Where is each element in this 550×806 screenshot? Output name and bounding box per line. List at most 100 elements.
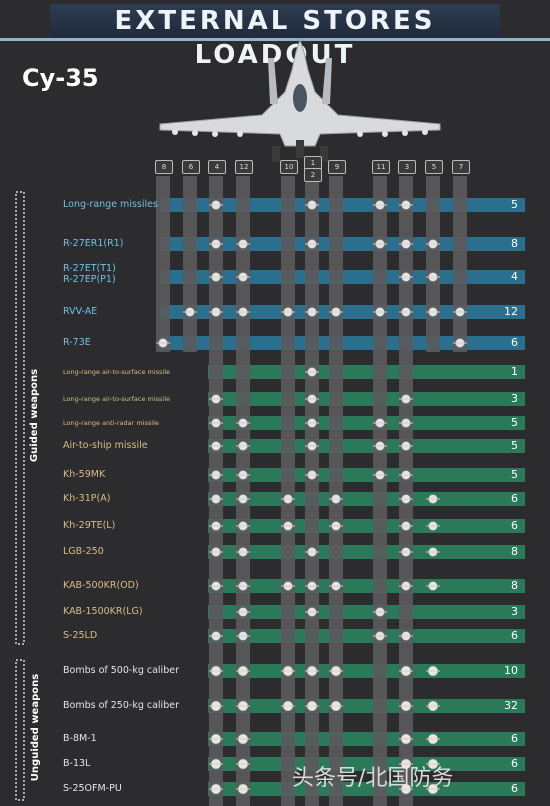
pylon-column [305,182,319,806]
store-mark-icon [236,607,250,617]
store-mark-icon [305,367,319,377]
store-mark-icon [373,239,387,249]
store-mark-icon [305,470,319,480]
pylon-number-badge: 11 [372,160,390,174]
store-mark-icon [305,607,319,617]
store-mark-icon [426,581,440,591]
store-mark-icon [305,581,319,591]
store-mark-icon [305,441,319,451]
store-mark-icon [209,733,223,745]
weapon-label: Long-range anti-radar missile [63,419,159,427]
weapon-count: 5 [511,198,518,211]
weapon-count: 6 [511,519,518,532]
weapon-row-bar [208,365,525,379]
store-mark-icon [209,470,223,480]
store-mark-icon [281,665,295,677]
store-mark-icon [209,783,223,795]
pylon-column [281,176,295,806]
pylon-column [209,176,223,806]
weapon-row-bar [208,416,525,430]
store-mark-icon [399,631,413,641]
store-mark-icon [399,733,413,745]
store-mark-icon [426,733,440,745]
store-mark-icon [329,700,343,712]
store-mark-icon [329,307,343,317]
store-mark-icon [236,239,250,249]
weapon-row-bar [208,605,525,619]
weapon-count: 4 [511,270,518,283]
store-mark-icon [399,700,413,712]
store-mark-icon [399,307,413,317]
weapon-count: 6 [511,782,518,795]
store-mark-icon [236,470,250,480]
pylon-column [426,176,440,352]
store-mark-icon [281,494,295,504]
store-mark-icon [426,239,440,249]
weapon-count: 5 [511,416,518,429]
store-mark-icon [236,307,250,317]
store-mark-icon [209,581,223,591]
store-mark-icon [399,272,413,282]
store-mark-icon [236,665,250,677]
pylon-number-badge: 12 [235,160,253,174]
store-mark-icon [399,581,413,591]
weapon-label: KAB-500KR(OD) [63,580,139,591]
store-mark-icon [305,394,319,404]
weapon-label: R-73E [63,337,91,348]
store-mark-icon [236,441,250,451]
pylon-number-badge: 4 [208,160,226,174]
aircraft-illustration-icon [159,38,441,162]
weapon-label: LGB-250 [63,546,104,557]
group-label-unguided: Unguided weapons [30,673,42,782]
store-mark-icon [399,758,413,770]
store-mark-icon [209,631,223,641]
store-mark-icon [373,631,387,641]
weapon-label: RVV-AE [63,306,98,317]
store-mark-icon [236,494,250,504]
store-mark-icon [281,700,295,712]
store-mark-icon [373,607,387,617]
store-mark-icon [426,665,440,677]
store-mark-icon [209,272,223,282]
store-mark-icon [399,547,413,557]
weapon-row-bar [208,439,525,453]
weapon-label: Bombs of 500-kg caliber [63,665,179,676]
weapon-label: S-25LD [63,630,98,641]
store-mark-icon [373,418,387,428]
weapon-row-bar [208,392,525,406]
store-mark-icon [399,239,413,249]
weapon-row-bar [208,699,525,713]
title-divider [0,38,550,41]
weapon-count: 6 [511,492,518,505]
store-mark-icon [305,200,319,210]
group-label-guided: Guided weapons [29,368,41,463]
store-mark-icon [209,418,223,428]
weapon-count: 5 [511,439,518,452]
pylon-column [329,176,343,806]
weapon-count: 8 [511,237,518,250]
store-mark-icon [399,783,413,795]
weapon-row-bar [208,545,525,559]
group-brackets [15,191,25,801]
store-mark-icon [281,307,295,317]
store-mark-icon [373,441,387,451]
pylon-column [183,176,197,352]
pylon-column [373,176,387,806]
store-mark-icon [426,521,440,531]
store-mark-icon [399,200,413,210]
weapon-label: B-8M-1 [63,733,97,744]
store-mark-icon [305,418,319,428]
store-mark-icon [305,700,319,712]
weapon-count: 6 [511,732,518,745]
weapon-count: 6 [511,757,518,770]
weapon-row-bar [208,492,525,506]
store-mark-icon [236,631,250,641]
store-mark-icon [453,307,467,317]
pylon-number-badge: 7 [452,160,470,174]
pylon-column [453,176,467,352]
store-mark-icon [209,700,223,712]
weapon-count: 6 [511,629,518,642]
pylon-column [399,176,413,806]
store-mark-icon [399,665,413,677]
